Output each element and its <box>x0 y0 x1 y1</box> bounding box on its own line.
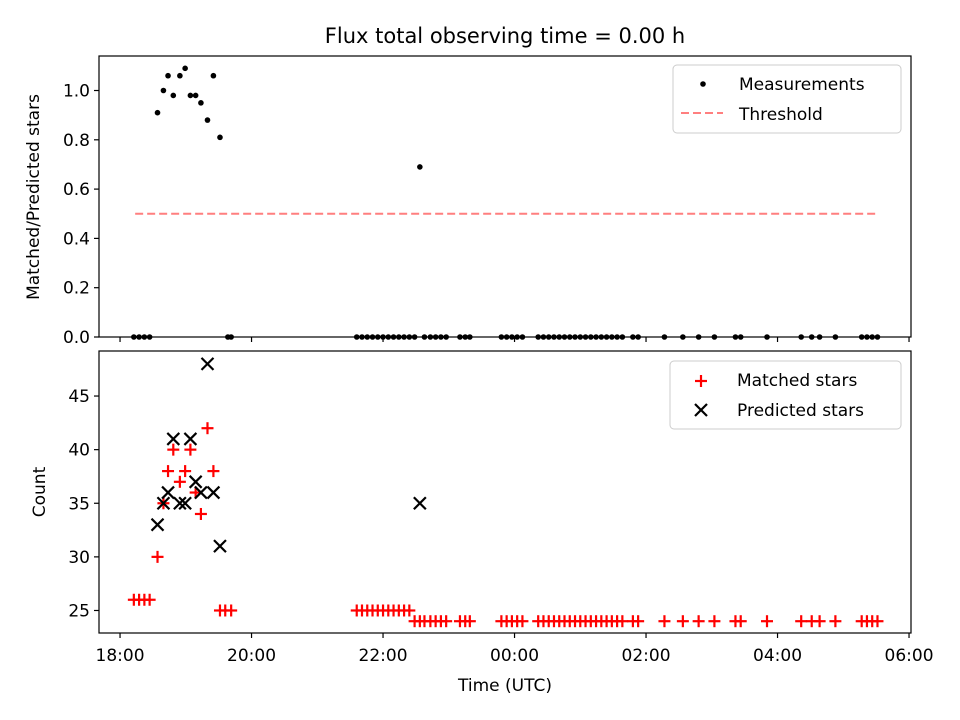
predicted-stars-point <box>200 357 215 371</box>
matched-stars-point <box>151 550 164 563</box>
matched-stars-point <box>167 443 180 456</box>
matched-stars-point <box>173 475 186 488</box>
bottom-panel: 25 30 35 40 45 18:00 20:00 22:00 00:00 02:00 04:0… <box>30 350 934 696</box>
measurement-point <box>198 100 204 106</box>
predicted-stars-point <box>178 496 192 511</box>
matched-stars-point <box>761 615 774 628</box>
predicted-stars-point <box>206 485 221 500</box>
matched-stars-point <box>162 465 175 478</box>
top-y-tick-label: 0.0 <box>63 328 90 348</box>
matched-stars-point <box>403 604 416 617</box>
measurement-point <box>154 109 161 116</box>
top-y-tick-label: 0.6 <box>63 180 90 200</box>
measurement-point <box>217 134 223 141</box>
matched-stars-point <box>516 615 529 628</box>
predicted-stars-point <box>413 496 427 511</box>
bottom-axes-frame <box>98 350 912 634</box>
x-axis-label: Time (UTC) <box>457 676 552 696</box>
top-y-tick-label: 0.4 <box>63 229 90 249</box>
measurement-point <box>177 72 183 79</box>
x-tick-label: 20:00 <box>227 646 276 666</box>
top-y-tick-label: 1.0 <box>63 82 90 102</box>
bottom-y-tick-label: 30 <box>68 548 90 568</box>
matched-stars-point <box>225 604 238 617</box>
matched-stars-point <box>440 615 453 628</box>
x-tick-label: 02:00 <box>622 646 671 666</box>
bottom-x-ticks: 18:00 20:00 22:00 00:00 02:00 04:00 06:00 <box>96 633 934 666</box>
chart-title: Flux total observing time = 0.00 h <box>325 24 685 48</box>
matched-stars-point <box>734 615 747 628</box>
matched-stars-point <box>143 593 156 606</box>
bottom-y-ticks: 25 30 35 40 45 <box>68 387 99 621</box>
bottom-y-tick-label: 35 <box>68 494 90 514</box>
predicted-stars-point <box>156 496 171 511</box>
legend-matched-marker <box>695 375 707 387</box>
predicted-stars-point <box>188 475 203 489</box>
bottom-legend: Matched stars Predicted stars <box>669 360 902 430</box>
legend-measurements-label: Measurements <box>739 75 865 95</box>
matched-stars-point <box>871 615 884 628</box>
measurement-point <box>204 117 211 123</box>
predicted-stars-point <box>194 485 208 500</box>
matched-stars-point <box>616 615 629 628</box>
matched-stars-point <box>658 615 671 628</box>
measurement-point <box>187 92 194 99</box>
top-panel: 0.0 0.2 0.4 0.6 0.8 1.0 Matched/Predicted sta… <box>24 55 912 348</box>
bottom-legend-box <box>669 360 902 430</box>
matched-stars-point <box>207 465 220 478</box>
measurement-point <box>170 92 177 99</box>
x-tick-label: 04:00 <box>753 646 802 666</box>
bottom-y-tick-label: 45 <box>68 387 90 407</box>
matched-stars-point <box>179 465 192 478</box>
legend-matched-label: Matched stars <box>737 371 857 391</box>
bottom-y-tick-label: 40 <box>68 441 90 461</box>
measurement-point <box>192 92 199 99</box>
top-y-tick-label: 0.2 <box>63 279 90 299</box>
predicted-stars-point <box>183 432 198 446</box>
legend-measurement-marker <box>700 81 706 87</box>
legend-predicted-label: Predicted stars <box>737 401 864 421</box>
measurement-point <box>160 87 167 94</box>
matched-stars-point <box>463 615 476 628</box>
predicted-stars-point <box>173 496 187 511</box>
legend-predicted-marker <box>694 403 708 417</box>
matched-stars-point <box>194 507 207 520</box>
matched-stars-point <box>692 615 705 628</box>
top-legend-box <box>672 64 902 134</box>
x-tick-label: 18:00 <box>96 646 145 666</box>
x-tick-label: 00:00 <box>490 646 539 666</box>
matched-stars-point <box>184 443 197 456</box>
predicted-stars-point <box>213 539 227 553</box>
top-axes-frame <box>98 55 912 338</box>
predicted-stars-point <box>150 517 165 532</box>
measurement-point <box>210 72 217 79</box>
predicted-stars-point <box>166 432 181 446</box>
matched-stars-point <box>813 615 826 628</box>
matched-stars-point <box>795 615 808 628</box>
top-y-axis-label: Matched/Predicted stars <box>24 94 44 300</box>
top-y-tick-label: 0.8 <box>63 131 90 151</box>
matched-stars-point <box>676 615 689 628</box>
top-legend: Measurements Threshold <box>672 64 902 134</box>
x-tick-label: 06:00 <box>885 646 934 666</box>
matched-stars-point <box>829 615 842 628</box>
measurement-point <box>165 72 171 79</box>
measurement-point <box>182 65 188 72</box>
legend-threshold-label: Threshold <box>738 105 823 125</box>
matched-stars-point <box>632 615 645 628</box>
x-tick-label: 22:00 <box>359 646 408 666</box>
bottom-y-axis-label: Count <box>30 466 50 517</box>
measurement-point <box>417 164 423 170</box>
predicted-stars-point <box>161 485 175 500</box>
matched-stars-point <box>201 422 214 435</box>
bottom-plot-marks <box>127 357 884 628</box>
top-y-ticks: 0.0 0.2 0.4 0.6 0.8 1.0 <box>63 82 99 348</box>
bottom-y-tick-label: 25 <box>68 601 90 621</box>
matched-stars-point <box>708 615 721 628</box>
